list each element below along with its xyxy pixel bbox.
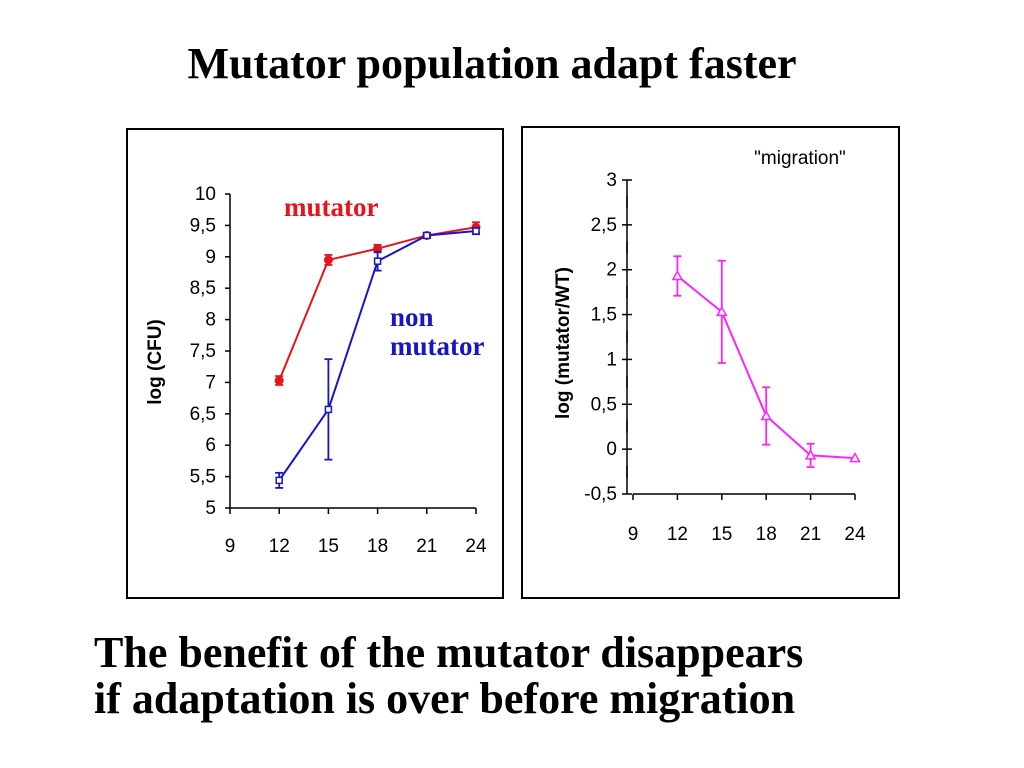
- y-tick-label: 10: [195, 184, 216, 205]
- y-tick-label: 1: [606, 349, 617, 370]
- data-point: [323, 255, 333, 265]
- x-tick-label: 12: [269, 536, 290, 557]
- chart-title: "migration": [754, 148, 846, 169]
- cfu-chart: 5 5,5 6 6,5 7 7,5 8 8,5 9 9,5 10 9 12 15 18 21 24 log (CF…: [145, 184, 487, 557]
- x-tick-label: 21: [800, 524, 821, 545]
- y-tick-label: 9: [205, 247, 216, 268]
- x-tick-label: 24: [844, 524, 866, 545]
- data-point: [804, 449, 817, 460]
- y-tick-label: 9,5: [190, 215, 216, 236]
- y-tick-label: 2,5: [591, 215, 617, 236]
- y-axis-title: log (CFU): [145, 319, 166, 404]
- y-tick-label: 0: [606, 439, 617, 460]
- x-tick-label: 15: [711, 524, 732, 545]
- y-tick-label: 6,5: [190, 404, 216, 425]
- data-point: [324, 405, 333, 414]
- x-tick-label: 21: [416, 536, 437, 557]
- series-label: mutator: [390, 331, 484, 361]
- y-tick-label: 6: [205, 435, 216, 456]
- data-point: [373, 257, 382, 265]
- migration-chart: -0,5 0 0,5 1 1,5 2 2,5 3 9 12 15 18 21 24 log (mutator…: [553, 148, 866, 545]
- x-tick-label: 18: [367, 536, 388, 557]
- x-tick-label: 24: [465, 536, 487, 557]
- footer-line-2: if adaptation is over before migration: [94, 674, 796, 723]
- y-axis-title: log (mutator/WT): [553, 267, 574, 419]
- chart-panel-cfu: 5 5,5 6 6,5 7 7,5 8 8,5 9 9,5 10 9 12 15 18 21 24 log (CF…: [126, 128, 504, 599]
- data-point: [423, 231, 431, 240]
- footer-line-1: The benefit of the mutator disappears: [94, 628, 804, 677]
- data-point: [274, 376, 284, 386]
- x-tick-label: 9: [225, 536, 236, 557]
- y-tick-label: 0,5: [591, 394, 617, 415]
- x-tick-label: 9: [628, 524, 639, 545]
- x-tick-label: 15: [318, 536, 339, 557]
- y-tick-label: 7,5: [190, 341, 216, 362]
- x-tick-label: 18: [756, 524, 777, 545]
- y-tick-label: 3: [606, 170, 617, 191]
- y-tick-label: -0,5: [584, 484, 617, 505]
- y-tick-label: 8,5: [190, 278, 216, 299]
- series-label: mutator: [284, 192, 378, 222]
- y-tick-label: 1,5: [591, 305, 617, 326]
- data-point: [760, 409, 772, 421]
- y-tick-label: 7: [205, 372, 216, 393]
- y-tick-label: 5: [205, 498, 216, 519]
- data-point: [716, 305, 728, 317]
- series-label: non: [390, 302, 434, 332]
- y-tick-label: 8: [205, 310, 216, 331]
- slide-title: Mutator population adapt faster: [187, 39, 797, 88]
- chart-panel-migration: -0,5 0 0,5 1 1,5 2 2,5 3 9 12 15 18 21 24 log (mutator…: [521, 126, 900, 599]
- data-point: [275, 476, 283, 485]
- data-point: [472, 227, 480, 235]
- x-tick-label: 12: [667, 524, 688, 545]
- footer-text: The benefit of the mutator disappears if…: [94, 630, 994, 722]
- data-point: [849, 452, 861, 463]
- y-tick-label: 5,5: [190, 467, 216, 488]
- y-tick-label: 2: [606, 260, 617, 281]
- data-point: [671, 269, 684, 281]
